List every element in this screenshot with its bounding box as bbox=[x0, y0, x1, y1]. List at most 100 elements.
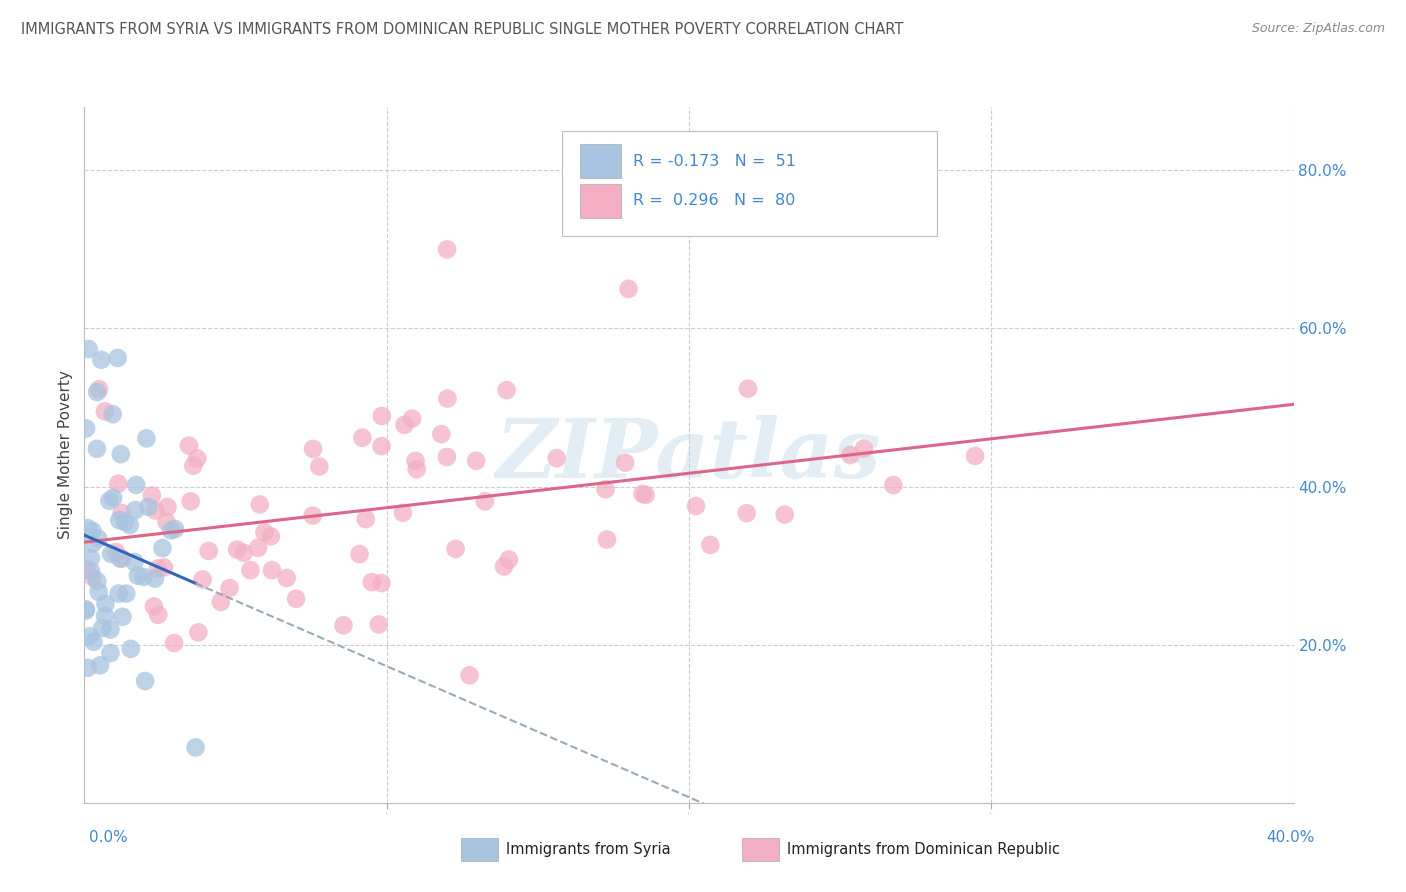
Point bbox=[370, 576, 392, 591]
Point bbox=[177, 438, 200, 452]
Text: R = -0.173   N =  51: R = -0.173 N = 51 bbox=[633, 153, 796, 169]
Point bbox=[125, 478, 148, 492]
Text: 0.0%: 0.0% bbox=[89, 830, 128, 845]
Point bbox=[107, 351, 129, 365]
Point bbox=[430, 427, 453, 442]
Point bbox=[152, 541, 174, 555]
Point bbox=[89, 658, 111, 673]
Point bbox=[100, 646, 122, 660]
Point bbox=[209, 595, 232, 609]
Point bbox=[82, 524, 104, 538]
Point bbox=[132, 570, 155, 584]
Point bbox=[197, 544, 219, 558]
Point bbox=[546, 451, 568, 466]
Text: 40.0%: 40.0% bbox=[1267, 830, 1315, 845]
Point bbox=[181, 458, 204, 473]
Point bbox=[108, 513, 131, 527]
Point bbox=[308, 459, 330, 474]
Point bbox=[76, 562, 98, 576]
Point bbox=[699, 538, 721, 552]
Point bbox=[354, 512, 377, 526]
Point bbox=[107, 476, 129, 491]
Point bbox=[444, 541, 467, 556]
Point bbox=[75, 602, 97, 616]
Point bbox=[135, 431, 157, 445]
Point bbox=[76, 521, 98, 535]
Point bbox=[246, 541, 269, 555]
Point bbox=[87, 584, 110, 599]
Point bbox=[163, 636, 186, 650]
Point bbox=[405, 462, 427, 476]
Point bbox=[839, 448, 862, 462]
Point bbox=[90, 352, 112, 367]
Point bbox=[276, 571, 298, 585]
Point bbox=[596, 533, 619, 547]
Point bbox=[498, 552, 520, 566]
Point bbox=[474, 494, 496, 508]
Point bbox=[120, 641, 142, 656]
Point bbox=[634, 488, 657, 502]
Point bbox=[226, 542, 249, 557]
Point bbox=[735, 506, 758, 520]
Text: Immigrants from Dominican Republic: Immigrants from Dominican Republic bbox=[787, 842, 1060, 856]
Point bbox=[148, 607, 170, 622]
Point bbox=[191, 573, 214, 587]
Point bbox=[349, 547, 371, 561]
Point bbox=[94, 597, 117, 611]
Text: R =  0.296   N =  80: R = 0.296 N = 80 bbox=[633, 194, 796, 209]
Point bbox=[614, 456, 637, 470]
Point bbox=[76, 661, 98, 675]
Point bbox=[94, 404, 117, 418]
Point bbox=[148, 561, 170, 575]
Point bbox=[495, 383, 517, 397]
Point bbox=[153, 560, 176, 574]
Point bbox=[301, 508, 323, 523]
Text: Immigrants from Syria: Immigrants from Syria bbox=[506, 842, 671, 856]
Point bbox=[111, 551, 134, 566]
Point bbox=[77, 342, 100, 356]
Point bbox=[458, 668, 481, 682]
Point bbox=[332, 618, 354, 632]
Point bbox=[405, 454, 427, 468]
Point bbox=[218, 581, 240, 595]
Point bbox=[91, 621, 114, 635]
Point bbox=[114, 515, 136, 529]
FancyBboxPatch shape bbox=[562, 131, 936, 235]
Point bbox=[492, 559, 515, 574]
Point bbox=[87, 532, 110, 546]
Point bbox=[115, 586, 138, 600]
Point bbox=[436, 243, 458, 257]
Point bbox=[853, 442, 876, 456]
Y-axis label: Single Mother Poverty: Single Mother Poverty bbox=[58, 370, 73, 540]
Point bbox=[82, 537, 104, 551]
Point bbox=[100, 547, 122, 561]
Point bbox=[108, 551, 131, 566]
Point bbox=[163, 522, 186, 536]
Point bbox=[239, 563, 262, 577]
Point bbox=[436, 450, 458, 464]
FancyBboxPatch shape bbox=[581, 184, 621, 218]
Point bbox=[465, 454, 488, 468]
Point bbox=[631, 487, 654, 501]
Point bbox=[436, 392, 458, 406]
Point bbox=[595, 482, 617, 496]
Point bbox=[80, 551, 103, 566]
Point bbox=[83, 635, 105, 649]
Point bbox=[260, 529, 283, 543]
Point bbox=[82, 570, 104, 584]
Point bbox=[111, 506, 134, 520]
Point bbox=[184, 740, 207, 755]
Point bbox=[124, 555, 146, 569]
Point bbox=[86, 574, 108, 589]
Point bbox=[134, 673, 156, 688]
Point bbox=[249, 498, 271, 512]
Point bbox=[392, 506, 415, 520]
Point bbox=[94, 608, 117, 623]
Point bbox=[370, 439, 392, 453]
Point bbox=[86, 442, 108, 456]
Point bbox=[111, 609, 134, 624]
Point bbox=[143, 599, 166, 614]
Point bbox=[141, 488, 163, 502]
Point bbox=[186, 451, 208, 466]
Point bbox=[882, 478, 904, 492]
